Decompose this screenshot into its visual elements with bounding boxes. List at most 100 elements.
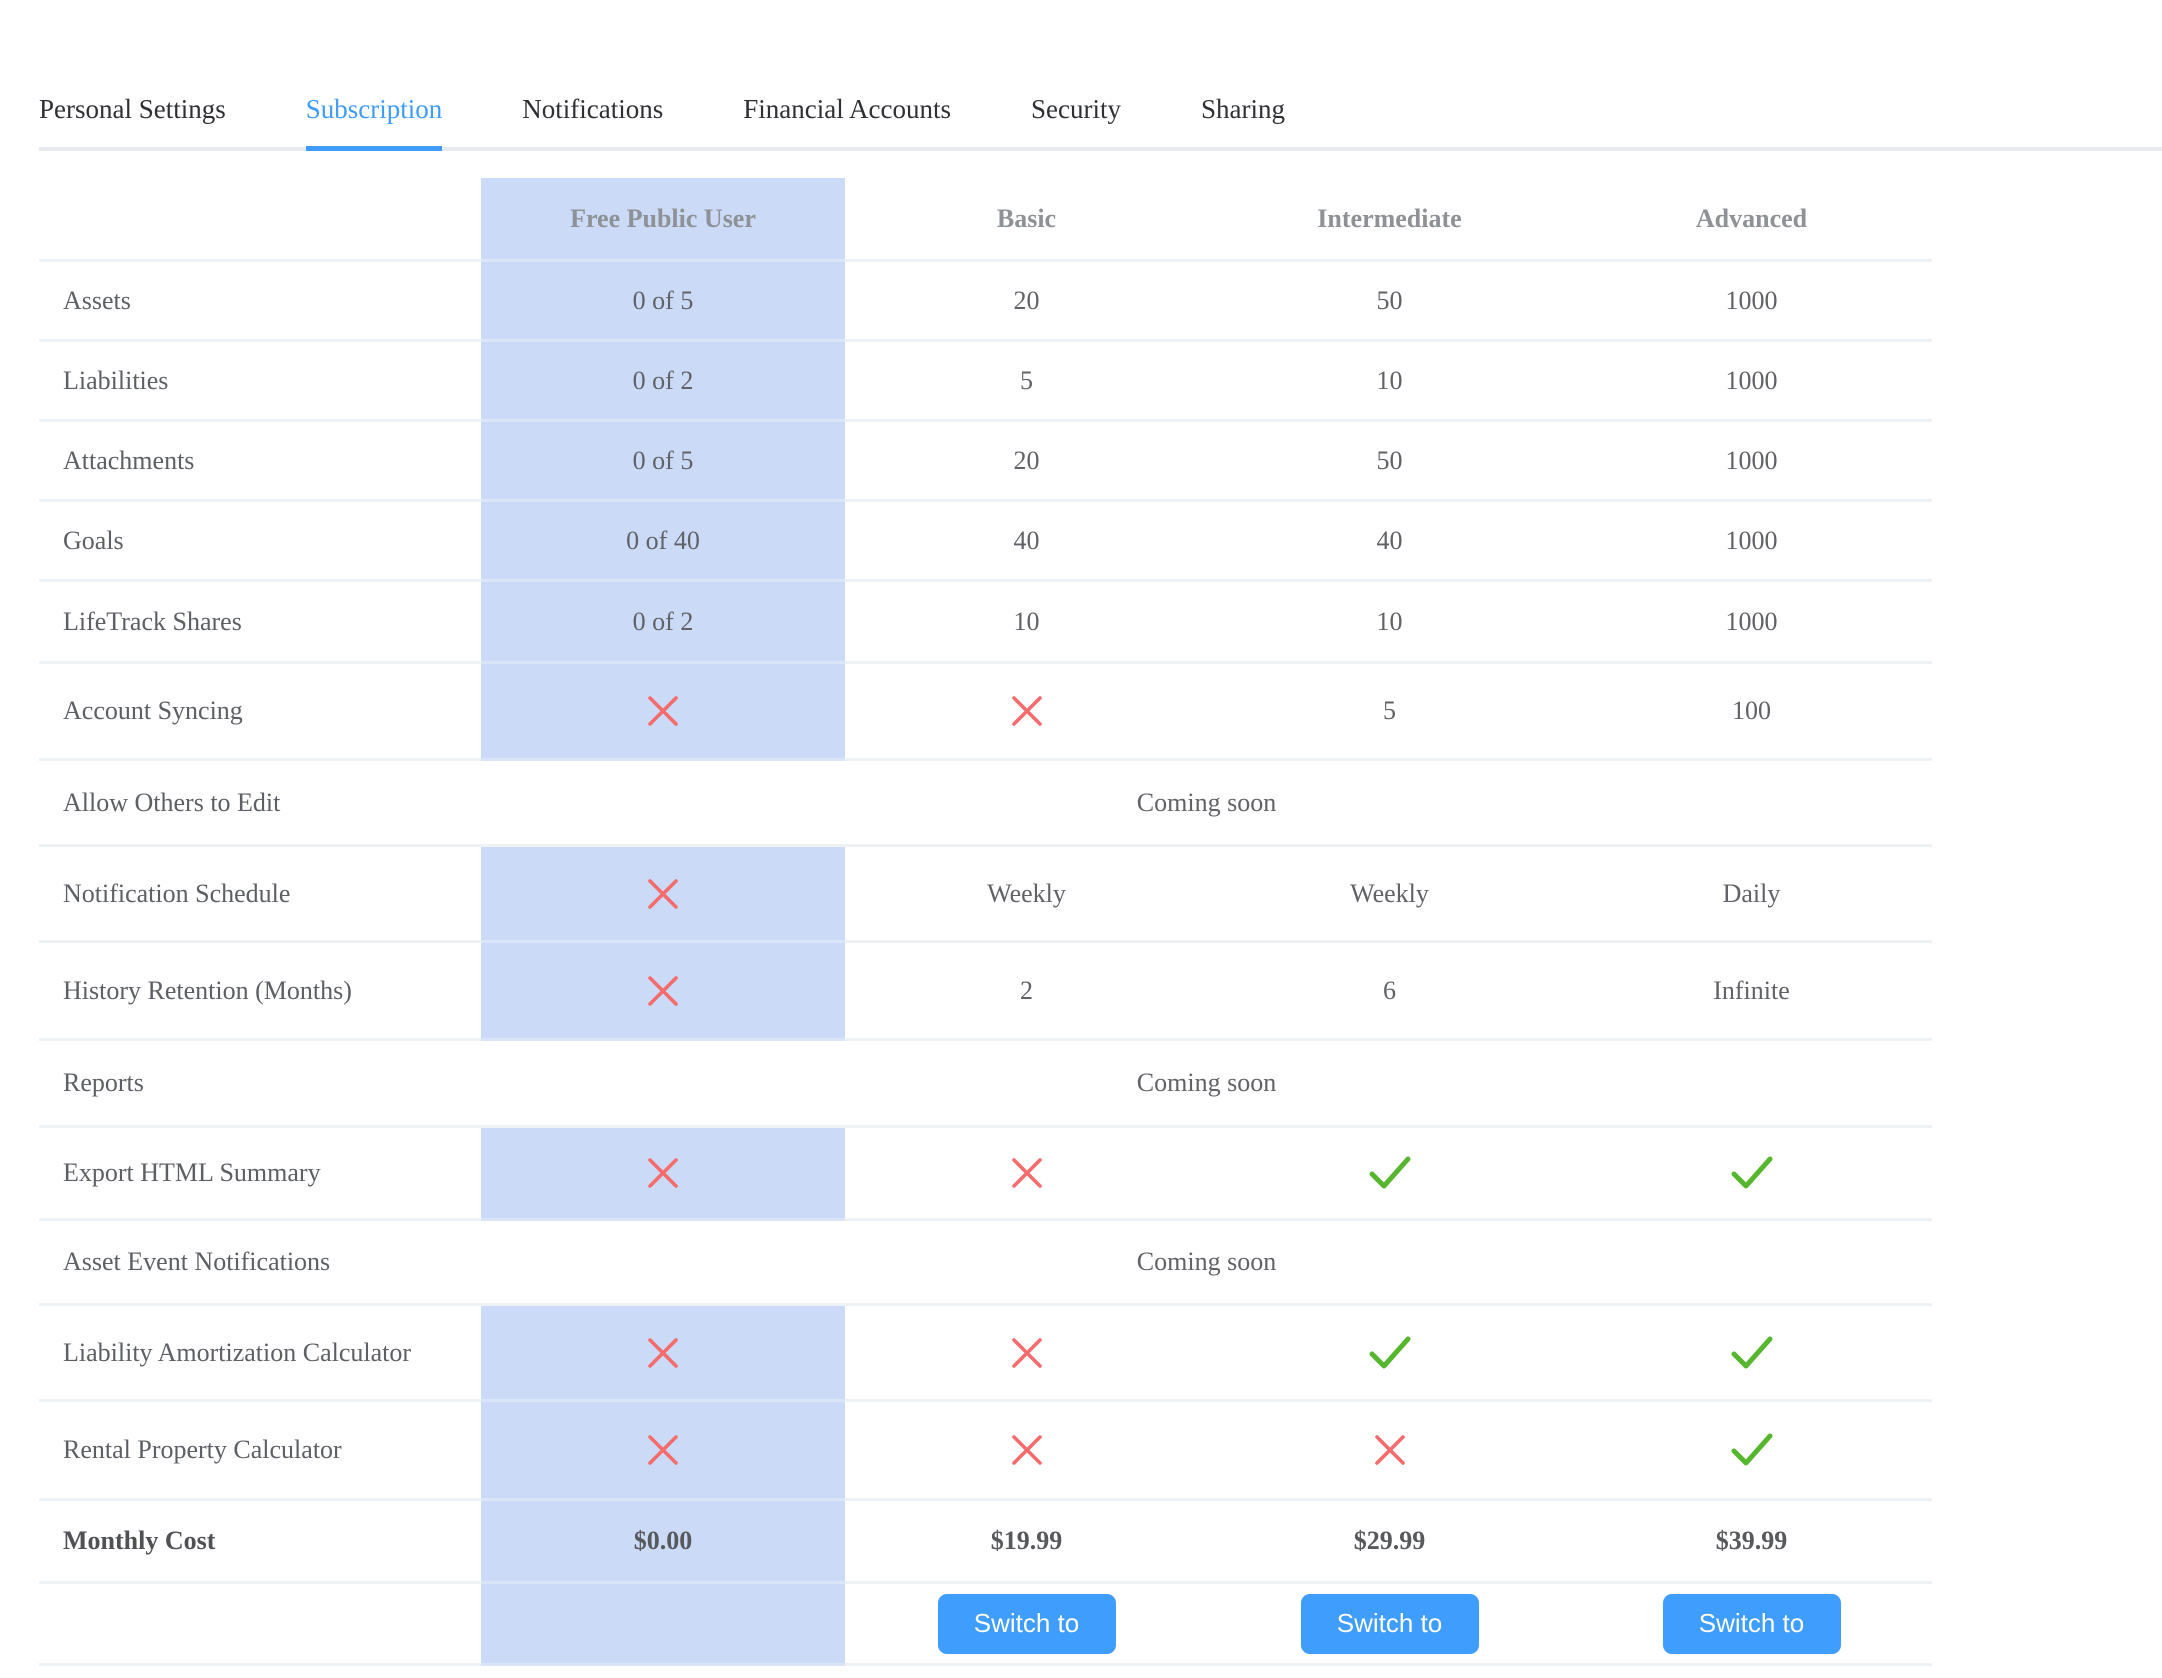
cell-value xyxy=(1208,1402,1571,1501)
cell-value: Switch to xyxy=(1208,1584,1571,1666)
cell-value xyxy=(481,1128,845,1221)
check-icon xyxy=(1729,1432,1775,1468)
cell-value xyxy=(481,1402,845,1501)
table-row: Assets 0 of 5 20 50 1000 xyxy=(39,262,1932,342)
x-icon xyxy=(1007,1153,1047,1193)
cell-value: 1000 xyxy=(1571,582,1932,664)
tab-subscription[interactable]: Subscription xyxy=(305,95,443,151)
column-header-intermediate: Intermediate xyxy=(1208,178,1571,262)
x-icon xyxy=(643,1333,683,1373)
cell-value: $19.99 xyxy=(845,1501,1208,1584)
cell-value: 1000 xyxy=(1571,342,1932,422)
cell-value: Weekly xyxy=(1208,847,1571,943)
tab-personal-settings[interactable]: Personal Settings xyxy=(39,94,226,124)
table-row: Liabilities 0 of 2 5 10 1000 xyxy=(39,342,1932,422)
column-header-free-public-user: Free Public User xyxy=(481,178,845,262)
cell-value xyxy=(1571,1128,1932,1221)
cell-value xyxy=(481,1306,845,1402)
cell-value: 5 xyxy=(845,342,1208,422)
coming-soon-cell: Coming soon xyxy=(481,1041,1932,1128)
cell-value: 50 xyxy=(1208,422,1571,502)
cell-value: 0 of 5 xyxy=(481,422,845,502)
cell-value xyxy=(845,1402,1208,1501)
table-row: Asset Event Notifications Coming soon xyxy=(39,1221,1932,1306)
table-row: Rental Property Calculator xyxy=(39,1402,1932,1501)
row-label: Goals xyxy=(39,502,481,582)
x-icon xyxy=(643,874,683,914)
table-row: History Retention (Months) 2 6 Infinite xyxy=(39,943,1932,1041)
cell-value: 2 xyxy=(845,943,1208,1041)
table-header-row: Free Public User Basic Intermediate Adva… xyxy=(39,178,1932,262)
cell-value: 0 of 2 xyxy=(481,342,845,422)
cell-value: 6 xyxy=(1208,943,1571,1041)
row-label: Account Syncing xyxy=(39,664,481,761)
table-row: Liability Amortization Calculator xyxy=(39,1306,1932,1402)
row-label: Export HTML Summary xyxy=(39,1128,481,1221)
cell-value: 40 xyxy=(845,502,1208,582)
cell-value: 100 xyxy=(1571,664,1932,761)
cell-value: 10 xyxy=(1208,342,1571,422)
coming-soon-cell: Coming soon xyxy=(481,1221,1932,1306)
tab-notifications[interactable]: Notifications xyxy=(522,94,664,124)
x-icon xyxy=(643,1430,683,1470)
switch-to-intermediate-button[interactable]: Switch to xyxy=(1300,1593,1479,1654)
check-icon xyxy=(1367,1155,1413,1191)
check-icon xyxy=(1367,1335,1413,1371)
cell-value: 0 of 5 xyxy=(481,262,845,342)
cell-value xyxy=(845,1306,1208,1402)
cell-value xyxy=(481,847,845,943)
row-label xyxy=(39,1584,481,1666)
cell-value: 5 xyxy=(1208,664,1571,761)
cell-value: Switch to xyxy=(845,1584,1208,1666)
table-row: Reports Coming soon xyxy=(39,1041,1932,1128)
table-row: Account Syncing 5 100 xyxy=(39,664,1932,761)
row-label: Liabilities xyxy=(39,342,481,422)
cell-value xyxy=(481,943,845,1041)
table-row: Monthly Cost $0.00 $19.99 $29.99 $39.99 xyxy=(39,1501,1932,1584)
row-label: Reports xyxy=(39,1041,481,1128)
table-row: Goals 0 of 40 40 40 1000 xyxy=(39,502,1932,582)
column-header-basic: Basic xyxy=(845,178,1208,262)
cell-value: 0 of 40 xyxy=(481,502,845,582)
row-label: Notification Schedule xyxy=(39,847,481,943)
coming-soon-cell: Coming soon xyxy=(481,761,1932,847)
cell-value: 1000 xyxy=(1571,262,1932,342)
cell-value: 20 xyxy=(845,262,1208,342)
cell-value: 1000 xyxy=(1571,422,1932,502)
table-row: LifeTrack Shares 0 of 2 10 10 1000 xyxy=(39,582,1932,664)
cell-value: Weekly xyxy=(845,847,1208,943)
cell-value: $39.99 xyxy=(1571,1501,1932,1584)
cell-value xyxy=(845,1128,1208,1221)
cell-value: Infinite xyxy=(1571,943,1932,1041)
x-icon xyxy=(643,1153,683,1193)
x-icon xyxy=(1370,1430,1410,1470)
cell-value: 50 xyxy=(1208,262,1571,342)
settings-tabbar: Personal Settings Subscription Notificat… xyxy=(39,0,2162,151)
cell-value xyxy=(1208,1128,1571,1221)
cell-value: Switch to xyxy=(1571,1584,1932,1666)
cell-value: 10 xyxy=(1208,582,1571,664)
tab-security[interactable]: Security xyxy=(1030,94,1121,124)
subscription-comparison-table: Free Public User Basic Intermediate Adva… xyxy=(39,178,1932,1666)
row-label: Allow Others to Edit xyxy=(39,761,481,847)
tab-sharing[interactable]: Sharing xyxy=(1200,94,1285,124)
cell-value: 40 xyxy=(1208,502,1571,582)
cell-value xyxy=(1571,1306,1932,1402)
switch-to-advanced-button[interactable]: Switch to xyxy=(1662,1593,1841,1654)
cell-value: 1000 xyxy=(1571,502,1932,582)
check-icon xyxy=(1729,1155,1775,1191)
cell-value xyxy=(1208,1306,1571,1402)
row-label: History Retention (Months) xyxy=(39,943,481,1041)
row-label: Attachments xyxy=(39,422,481,502)
header-empty xyxy=(39,178,481,262)
cell-value: 0 of 2 xyxy=(481,582,845,664)
row-label: Liability Amortization Calculator xyxy=(39,1306,481,1402)
row-label: LifeTrack Shares xyxy=(39,582,481,664)
x-icon xyxy=(1007,1430,1047,1470)
cell-value: $29.99 xyxy=(1208,1501,1571,1584)
x-icon xyxy=(1007,691,1047,731)
tab-financial-accounts[interactable]: Financial Accounts xyxy=(743,94,951,124)
table-row: Export HTML Summary xyxy=(39,1128,1932,1221)
x-icon xyxy=(1007,1333,1047,1373)
switch-to-basic-button[interactable]: Switch to xyxy=(937,1593,1116,1654)
